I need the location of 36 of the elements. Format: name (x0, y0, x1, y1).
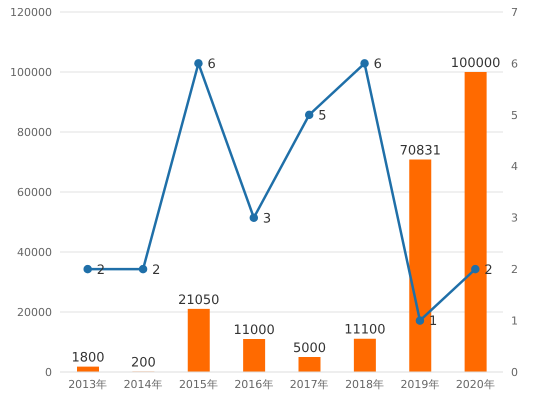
data-label: 5 (318, 108, 326, 124)
x-tick-label: 2013年 (68, 378, 108, 391)
y-tick-label: 100000 (10, 66, 52, 79)
x-tick-label: 2019年 (400, 378, 440, 391)
x-tick-label: 2015年 (178, 378, 218, 391)
y2-tick-label: 1 (511, 314, 518, 328)
data-label: 6 (207, 57, 216, 72)
data-label: 100000 (450, 56, 500, 71)
x-tick-label: 2016年 (234, 378, 274, 391)
y-tick-label: 120000 (10, 6, 52, 19)
data-label: 1800 (71, 350, 105, 366)
x-tick-label: 2020年 (456, 378, 495, 391)
data-label: 11100 (344, 322, 386, 338)
data-label: 21050 (178, 292, 220, 308)
data-label: 2 (152, 262, 160, 278)
y2-tick-label: 2 (511, 263, 518, 276)
data-label: 3 (262, 211, 272, 226)
data-label: 11000 (233, 323, 275, 338)
y-tick-label: 80000 (17, 126, 52, 139)
y-tick-label: 40000 (17, 246, 52, 259)
y2-tick-label: 3 (511, 212, 518, 225)
y2-tick-label: 5 (511, 108, 518, 122)
data-label: 70831 (400, 144, 441, 159)
y-tick-label: 60000 (17, 186, 52, 199)
x-tick-label: 2018年 (345, 378, 384, 391)
y2-tick-label: 7 (511, 6, 518, 19)
y2-tick-label: 6 (511, 57, 518, 70)
y2-tick-label: 0 (511, 366, 518, 379)
x-tick-label: 2014年 (124, 378, 163, 391)
x-tick-label: 2017年 (290, 378, 329, 391)
y2-tick-label: 4 (511, 160, 518, 174)
data-label: 5000 (292, 341, 326, 356)
data-label: 6 (374, 57, 382, 72)
y-tick-label: 20000 (17, 306, 52, 319)
y-tick-label: 0 (45, 366, 52, 379)
data-label: 200 (130, 355, 156, 370)
